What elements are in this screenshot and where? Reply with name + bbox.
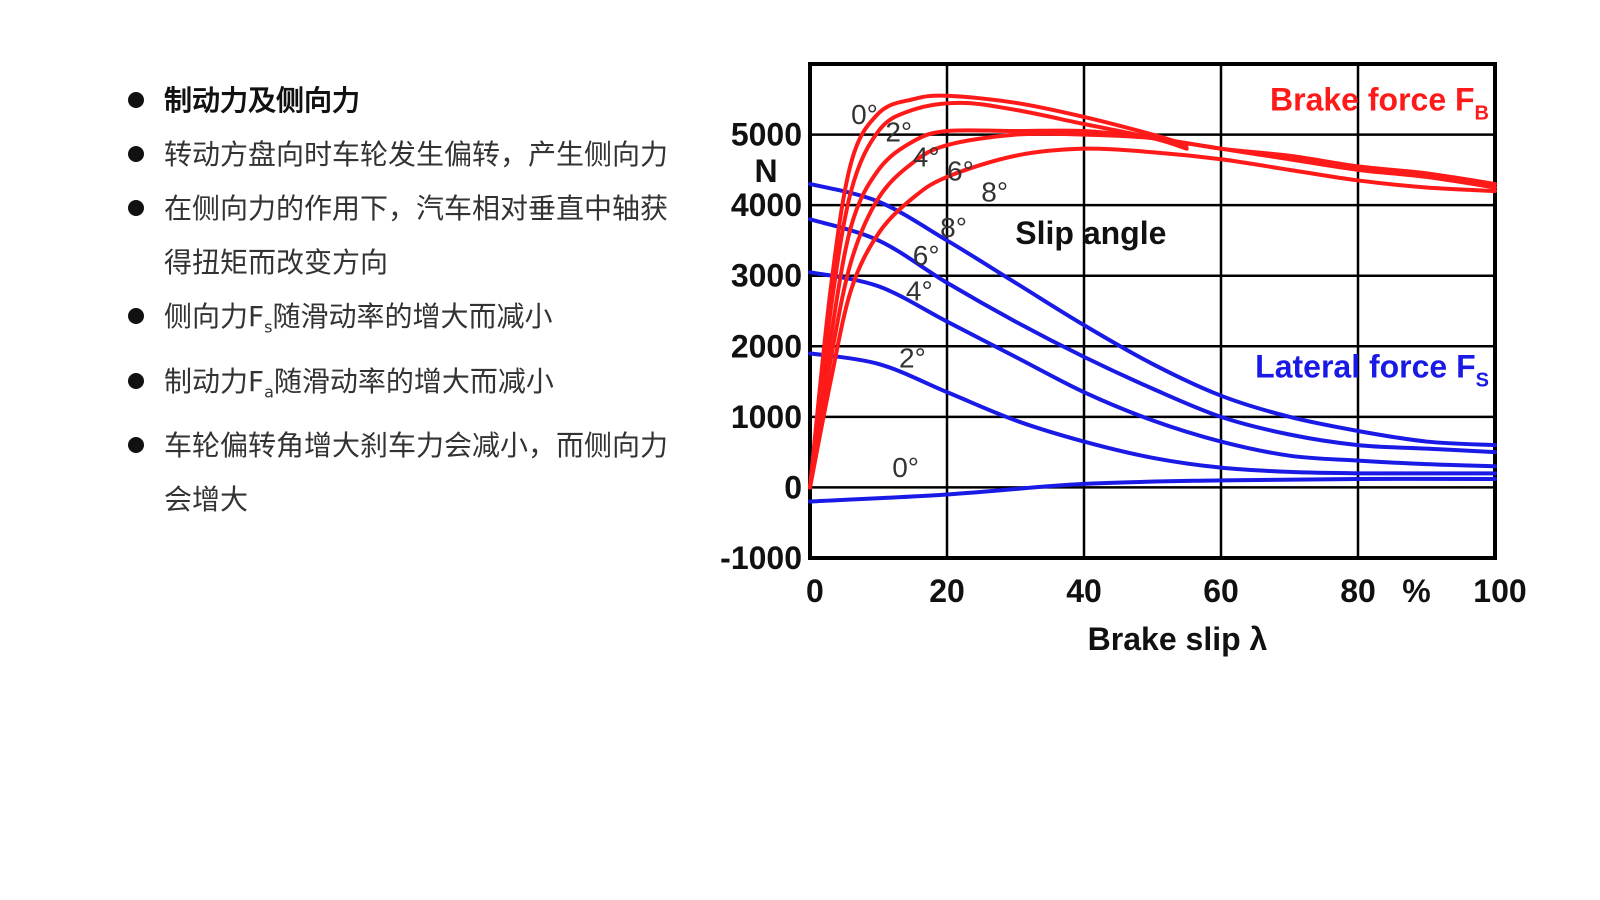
y-tick-label: 3000 — [731, 258, 802, 294]
bullet-text: 制动力及侧向力 — [164, 84, 361, 117]
brake-curve-angle-label: 6° — [947, 155, 974, 186]
bullet-item: 车轮偏转角增大刹车力会减小，而侧向力会增大 — [128, 419, 688, 527]
bullet-text: 侧向力F — [164, 300, 265, 333]
y-tick-label: 4000 — [731, 187, 802, 223]
bullet-item: 制动力Fa随滑动率的增大而减小 — [128, 355, 688, 420]
bullet-text: 制动力F — [164, 364, 265, 398]
plot-frame — [808, 62, 1497, 560]
lateral-curve-angle-label: 6° — [913, 240, 940, 271]
x-unit-label: % — [1402, 573, 1430, 609]
y-tick-label: 5000 — [731, 117, 802, 153]
lateral-force-annotation-text: Lateral force F — [1255, 348, 1476, 384]
brake-curve-angle-label: 0° — [851, 99, 878, 130]
bullet-item: 在侧向力的作用下，汽车相对垂直中轴获得扭矩而改变方向 — [128, 182, 688, 290]
lateral-force-curve — [808, 270, 1497, 469]
bullet-item: 制动力及侧向力 — [128, 74, 688, 128]
lateral-force-curve — [808, 217, 1497, 455]
y-tick-label: 1000 — [731, 399, 802, 435]
lateral-force-curve — [808, 476, 1497, 504]
lateral-force-curve — [808, 181, 1497, 448]
brake-force-annotation-text: Brake force F — [1270, 82, 1475, 118]
lateral-curve-angle-label: 4° — [906, 275, 933, 306]
bullet-subscript: a — [264, 382, 274, 402]
lateral-curve-angle-label: 2° — [899, 342, 926, 373]
lateral-force-annotation-subscript: S — [1476, 369, 1489, 391]
y-unit-label: N — [754, 153, 777, 189]
brake-force-curve — [808, 146, 1497, 490]
brake-force-annotation: Brake force FB — [1270, 82, 1489, 125]
x-tick-label: 80 — [1340, 573, 1376, 609]
brake-force-curve — [808, 131, 1497, 490]
lateral-force-curve — [808, 351, 1497, 476]
x-tick-label: 100 — [1473, 573, 1526, 609]
x-axis-label: Brake slip λ — [1088, 621, 1268, 657]
bullet-text: 随滑动率的增大而减小 — [272, 300, 553, 333]
y-tick-label: 2000 — [731, 328, 802, 364]
x-tick-label: 0 — [806, 573, 824, 609]
brake-curve-angle-label: 4° — [913, 141, 940, 172]
slip-angle-annotation: Slip angle — [1015, 215, 1166, 251]
y-tick-label: -1000 — [720, 540, 802, 576]
lateral-curve-angle-label: 0° — [892, 452, 919, 483]
brake-force-curve — [808, 100, 1189, 490]
brake-force-curve — [808, 93, 1189, 490]
brake-curve-angle-label: 2° — [885, 117, 912, 148]
bullet-item: 转动方盘向时车轮发生偏转，产生侧向力 — [128, 128, 688, 182]
x-tick-label: 60 — [1203, 573, 1239, 609]
bullet-text: 在侧向力的作用下，汽车相对垂直中轴获得扭矩而改变方向 — [164, 192, 669, 279]
x-tick-label: 20 — [929, 573, 965, 609]
brake-curve-angle-label: 8° — [981, 177, 1008, 208]
lateral-curve-angle-label: 8° — [940, 212, 967, 243]
bullet-item: 侧向力Fs随滑动率的增大而减小 — [128, 290, 688, 355]
lateral-force-annotation: Lateral force FS — [1255, 348, 1489, 391]
x-tick-label: 40 — [1066, 573, 1102, 609]
bullet-list: 制动力及侧向力转动方盘向时车轮发生偏转，产生侧向力在侧向力的作用下，汽车相对垂直… — [128, 74, 688, 527]
bullet-subscript: s — [264, 317, 273, 337]
brake-force-curve — [808, 128, 1497, 490]
bullet-text: 转动方盘向时车轮发生偏转，产生侧向力 — [164, 138, 669, 171]
brake-force-annotation-subscript: B — [1475, 103, 1489, 125]
bullet-text: 随滑动率的增大而减小 — [273, 364, 554, 398]
bullet-text: 车轮偏转角增大刹车力会减小，而侧向力会增大 — [164, 429, 669, 517]
chart: -1000 0 1000 2000 3000 4000 5000 0 20 40 60 80 100% N… — [700, 50, 1540, 674]
y-tick-label: 0 — [784, 469, 802, 505]
